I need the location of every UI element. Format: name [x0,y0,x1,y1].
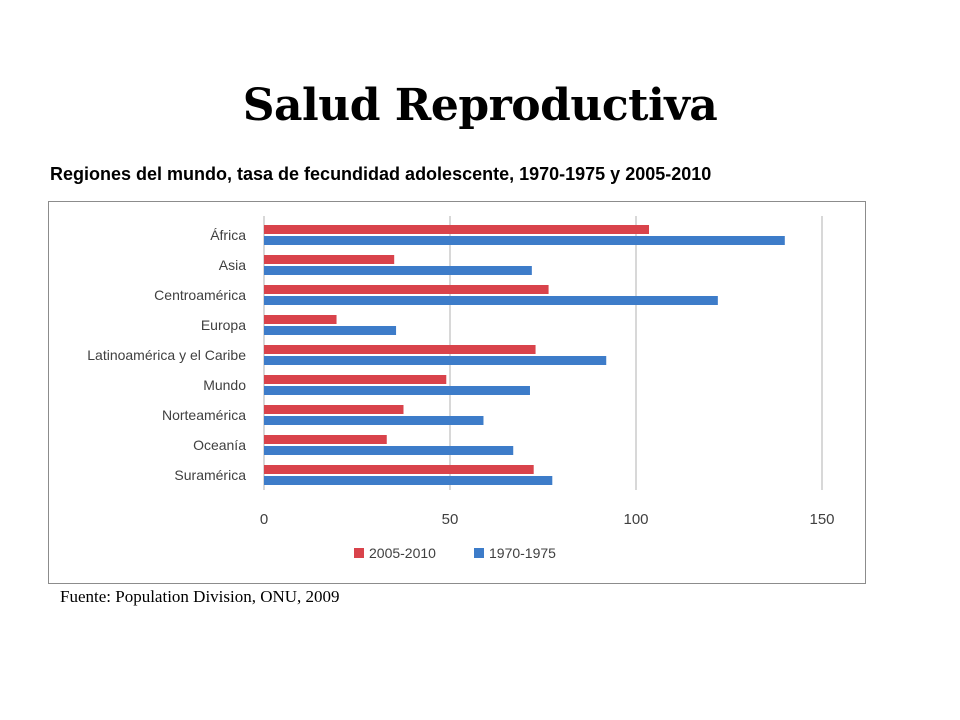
bar-1970-1975 [264,416,484,425]
bar-1970-1975 [264,326,397,335]
bar-2005-2010 [264,255,395,264]
legend-swatch [354,548,364,558]
bar-2005-2010 [264,405,404,414]
legend-label: 1970-1975 [489,545,556,561]
bar-1970-1975 [264,356,607,365]
bar-1970-1975 [264,236,785,245]
bar-2005-2010 [264,285,549,294]
bar-1970-1975 [264,386,530,395]
bar-2005-2010 [264,435,387,444]
x-tick-label: 0 [260,511,268,528]
source-note: Fuente: Population Division, ONU, 2009 [60,587,340,606]
bar-chart: 0 50 100 150 África Asia Centroamérica Europa La… [87,216,835,561]
bar-1970-1975 [264,446,514,455]
y-category-label: Suramérica [174,467,246,483]
y-category-label: Europa [201,317,246,333]
x-tick-label: 100 [623,511,648,528]
y-category-label: Oceanía [193,437,246,453]
bar-1970-1975 [264,476,553,485]
page-title: Salud Reproductiva [242,80,718,131]
legend-label: 2005-2010 [369,545,436,561]
x-tick-label: 150 [809,511,834,528]
chart-frame: 0 50 100 150 África Asia Centroamérica Europa La… [48,201,866,584]
chart-subtitle: Regiones del mundo, tasa de fecundidad a… [50,164,712,184]
y-category-label: Latinoamérica y el Caribe [87,347,246,363]
y-category-label: África [210,227,246,243]
x-tick-label: 50 [442,511,459,528]
y-category-label: Centroamérica [154,287,246,303]
bar-1970-1975 [264,296,718,305]
y-category-label: Asia [219,257,246,273]
bar-2005-2010 [264,345,536,354]
bar-2005-2010 [264,375,447,384]
bar-2005-2010 [264,315,337,324]
legend-swatch [474,548,484,558]
y-category-label: Norteamérica [162,407,246,423]
y-category-label: Mundo [203,377,246,393]
bar-2005-2010 [264,225,650,234]
bar-2005-2010 [264,465,534,474]
bar-1970-1975 [264,266,532,275]
